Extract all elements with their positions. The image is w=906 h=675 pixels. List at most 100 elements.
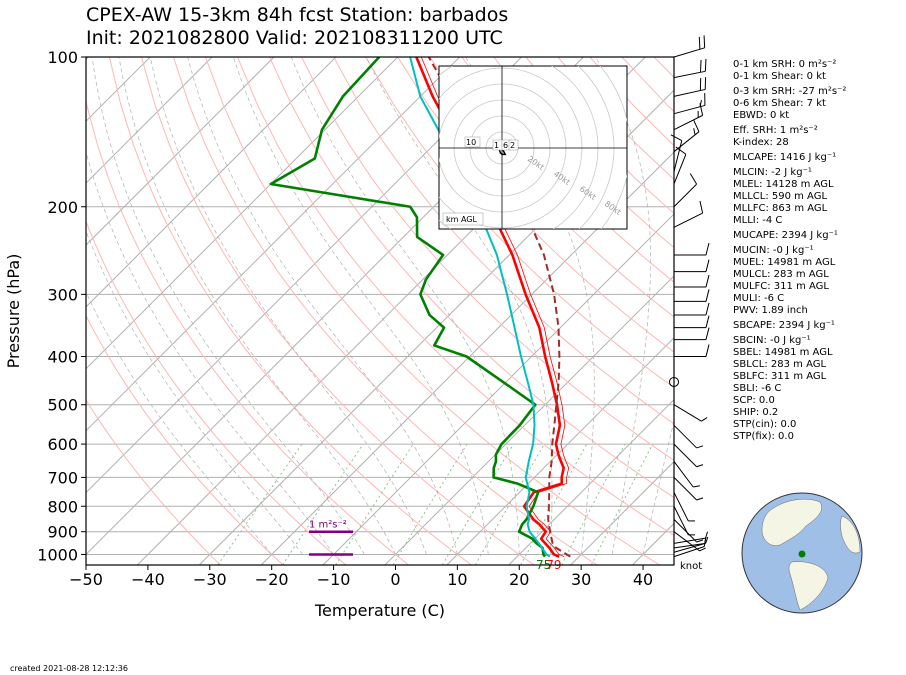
wind-barb-shaft bbox=[673, 543, 705, 553]
index-line: STP(cin): 0.0 bbox=[733, 419, 797, 430]
wind-barb-flag bbox=[689, 173, 698, 185]
wind-barb bbox=[673, 93, 706, 115]
index-line: PWV: 1.89 inch bbox=[733, 305, 808, 316]
mixing-ratio-line bbox=[561, 443, 626, 565]
wind-barb-shaft bbox=[673, 531, 700, 552]
wind-barb bbox=[673, 424, 704, 449]
x-tick-label: −10 bbox=[317, 570, 351, 589]
wind-barb-flag bbox=[705, 259, 710, 272]
isotherm-line bbox=[384, 275, 674, 565]
wind-barb bbox=[673, 443, 704, 468]
wind-barb-shaft bbox=[673, 537, 706, 544]
wind-barb-flag bbox=[705, 302, 710, 316]
x-tick-label: 40 bbox=[633, 570, 653, 589]
dry-adiabat bbox=[429, 57, 674, 318]
wind-barb-flag bbox=[703, 35, 706, 48]
wind-barb-shaft bbox=[673, 104, 706, 115]
mixing-ratio-line bbox=[217, 443, 303, 565]
isotherm-line bbox=[570, 460, 674, 565]
wind-barb-flag bbox=[693, 120, 700, 132]
moist-adiabat bbox=[187, 57, 458, 555]
mixing-ratio-line bbox=[590, 443, 654, 565]
wind-barb-shaft bbox=[673, 518, 697, 543]
x-tick-label: −50 bbox=[69, 570, 103, 589]
wind-barb-flag bbox=[670, 134, 682, 142]
hodograph-height-label: 1 bbox=[494, 141, 499, 150]
hodograph-legend-box bbox=[442, 212, 484, 226]
wind-barb-shaft bbox=[673, 131, 700, 153]
wind-barb-flag bbox=[699, 100, 702, 107]
index-line: SBLI: -6 C bbox=[733, 383, 782, 394]
wind-barb bbox=[673, 200, 704, 228]
x-tick-label: 30 bbox=[571, 570, 591, 589]
isotherm-line bbox=[508, 399, 674, 565]
wind-barb-shaft bbox=[673, 542, 706, 549]
index-line: SHIP: 0.2 bbox=[733, 407, 779, 418]
created-timestamp: created 2021-08-28 12:12:36 bbox=[10, 664, 128, 673]
dewpoint-line bbox=[269, 57, 547, 558]
wind-barb bbox=[673, 35, 706, 58]
x-tick-label: −20 bbox=[255, 570, 289, 589]
wind-barb-flag bbox=[705, 536, 709, 544]
wind-barb-flag bbox=[705, 327, 710, 340]
wind-barb bbox=[673, 492, 696, 522]
isotherm-line bbox=[86, 57, 522, 494]
x-tick-label: −30 bbox=[193, 570, 227, 589]
wind-barb-flag bbox=[699, 200, 704, 214]
wind-barb-shaft bbox=[673, 140, 683, 172]
wind-barb bbox=[674, 344, 710, 358]
wind-barb bbox=[673, 531, 706, 552]
dry-adiabat bbox=[86, 98, 410, 565]
wind-barb-flag bbox=[696, 539, 704, 543]
index-line: MLCAPE: 1416 J kg⁻¹ bbox=[733, 152, 837, 163]
y-tick-label: 200 bbox=[47, 198, 78, 217]
isotherm-line bbox=[86, 57, 461, 432]
wind-barb-shaft bbox=[673, 546, 705, 558]
moist-adiabat bbox=[91, 57, 365, 555]
hodograph-legend: km AGL bbox=[446, 215, 478, 224]
wind-barb-shaft bbox=[673, 506, 689, 536]
x-tick-label: −40 bbox=[131, 570, 165, 589]
index-line: MLCIN: -2 J kg⁻¹ bbox=[733, 167, 812, 178]
chart-subtitle: Init: 2021082800 Valid: 202108311200 UTC bbox=[86, 27, 503, 49]
moist-adiabat bbox=[595, 57, 651, 555]
hodograph-height-label: 10 bbox=[466, 138, 476, 147]
y-tick-label: 100 bbox=[47, 48, 78, 67]
wind-barb bbox=[674, 289, 710, 302]
wind-barb-shaft bbox=[673, 70, 706, 79]
moist-adiabat bbox=[233, 57, 489, 555]
wind-barb-shaft bbox=[673, 47, 705, 58]
moist-adiabat bbox=[365, 57, 553, 555]
wind-barb-shaft bbox=[673, 461, 694, 488]
dry-adiabat bbox=[86, 314, 284, 565]
isotherm-line bbox=[86, 57, 337, 308]
wind-barb-flag bbox=[701, 417, 708, 422]
index-line: MLLI: -4 C bbox=[733, 215, 783, 226]
dry-adiabat bbox=[108, 57, 472, 565]
wind-barb bbox=[673, 461, 700, 488]
wind-barb-shaft bbox=[673, 183, 697, 208]
index-line: EBWD: 0 kt bbox=[733, 110, 790, 121]
wind-barb-flag bbox=[696, 445, 704, 449]
wind-barb-shaft bbox=[673, 424, 697, 449]
parcel-line bbox=[427, 57, 571, 558]
dry-adiabat bbox=[461, 57, 674, 283]
wind-barb-flag bbox=[705, 242, 710, 256]
wind-barb-flag bbox=[704, 58, 707, 72]
chart-title: CPEX-AW 15-3km 84h fcst Station: barbado… bbox=[86, 4, 509, 26]
moist-adiabat bbox=[86, 150, 334, 555]
index-line: Eff. SRH: 1 m²s⁻² bbox=[733, 125, 818, 136]
index-line: MUCAPE: 2394 J kg⁻¹ bbox=[733, 230, 838, 241]
indices-panel: 0-1 km SRH: 0 m²s⁻² 0-1 km Shear: 0 kt 0-3… bbox=[733, 56, 846, 443]
wind-barb bbox=[673, 536, 709, 549]
dry-adiabat bbox=[397, 57, 674, 353]
wind-barb-flag bbox=[675, 146, 687, 155]
y-tick-label: 1000 bbox=[37, 545, 78, 564]
dry-adiabat bbox=[333, 57, 674, 425]
wind-barb bbox=[673, 404, 708, 422]
wind-barb bbox=[673, 77, 707, 97]
wind-barb bbox=[674, 274, 710, 288]
wind-barb bbox=[673, 173, 698, 208]
index-line: 0-1 km Shear: 0 kt bbox=[733, 71, 826, 82]
index-line: 0-6 km Shear: 7 kt bbox=[733, 98, 826, 109]
